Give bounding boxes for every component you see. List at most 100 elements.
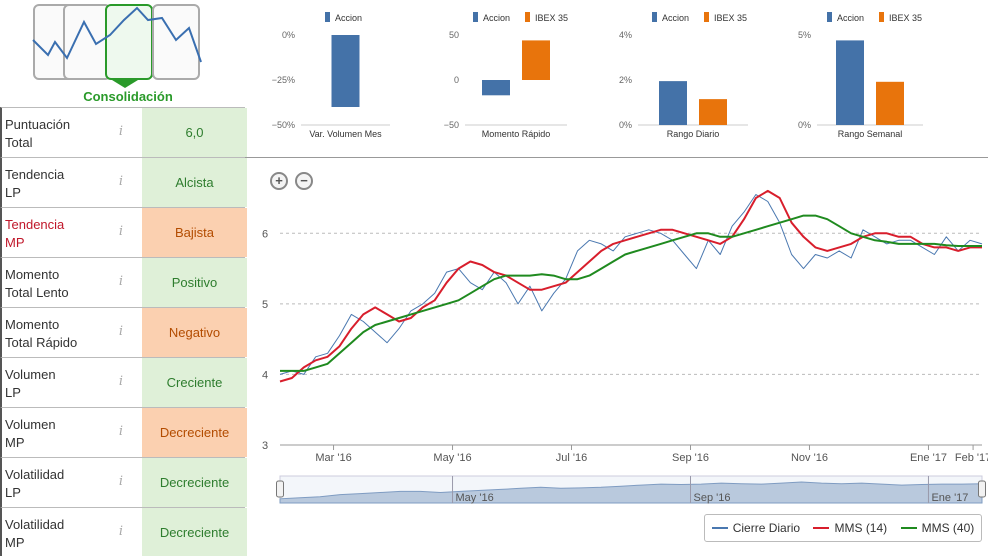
info-icon[interactable]: i: [118, 174, 124, 189]
mini-legend-label[interactable]: Accion: [483, 13, 510, 23]
navigator-area: [279, 481, 983, 504]
mini-tick-label: 0%: [798, 120, 811, 130]
x-tick-label: Nov '16: [791, 452, 828, 464]
score-label: Puntuación Total: [5, 117, 71, 150]
mini-bar-ibex[interactable]: [876, 81, 904, 125]
x-tick-label: Mar '16: [315, 452, 351, 464]
y-tick-label: 5: [262, 299, 268, 311]
mini-bar-accion[interactable]: [836, 40, 864, 125]
phase-card-2[interactable]: [63, 4, 111, 80]
series-mms40[interactable]: [280, 214, 982, 372]
mini-tick-label: −25%: [272, 75, 295, 85]
phase-card-4[interactable]: [152, 4, 200, 80]
mini-chart-title: Rango Diario: [667, 129, 720, 139]
score-label: Volumen LP: [5, 367, 56, 400]
mini-legend-swatch: [473, 12, 478, 22]
legend-swatch-mms14: [813, 527, 830, 529]
info-icon[interactable]: i: [118, 374, 124, 389]
info-icon[interactable]: i: [118, 524, 124, 539]
mini-chart-rango-semanal: 5% 0% Accion IBEX 35 Rango Semanal: [775, 0, 955, 157]
mini-bar-accion[interactable]: [659, 81, 687, 125]
mini-chart-title: Momento Rápido: [482, 129, 551, 139]
score-row: Volatilidad MP i Decreciente: [0, 507, 247, 556]
score-label: Volatilidad LP: [5, 467, 65, 500]
score-row: Volumen LP i Creciente: [0, 357, 247, 407]
series-mms14[interactable]: [279, 189, 982, 383]
score-label: Volatilidad MP: [5, 517, 65, 550]
x-tick-label: Ene '17: [910, 452, 947, 464]
score-value: Decreciente: [142, 458, 247, 507]
mini-chart-title: Var. Volumen Mes: [309, 129, 382, 139]
info-icon[interactable]: i: [118, 474, 124, 489]
score-label: Momento Total Rápido: [5, 317, 78, 350]
score-value: 6,0: [142, 108, 247, 157]
mini-legend-label[interactable]: Accion: [335, 13, 362, 23]
score-row: Momento Total Rápido i Negativo: [0, 307, 247, 357]
mini-legend-swatch: [879, 12, 884, 22]
navigator-label: Sep '16: [693, 492, 730, 504]
info-icon[interactable]: i: [118, 274, 124, 289]
zoom-in-button[interactable]: +: [270, 172, 288, 190]
price-chart[interactable]: 6 5 4 3 Mar '16 May '16 Jul '16 Sep '16 Nov '16 E…: [245, 158, 988, 556]
mini-legend-swatch: [827, 12, 832, 22]
score-value: Creciente: [142, 358, 247, 407]
score-value: Decreciente: [142, 408, 247, 457]
navigator-right-handle[interactable]: [978, 480, 986, 498]
y-tick-label: 3: [262, 440, 268, 452]
market-phase-selector: Consolidación: [0, 0, 245, 106]
score-row: Tendencia MP i Bajista: [0, 207, 247, 257]
mini-legend-swatch: [525, 12, 530, 22]
mini-chart-momento-rapido: 50 0 −50 Accion IBEX 35 Momento Rápido: [425, 0, 605, 157]
zoom-in-icon: +: [275, 173, 283, 188]
score-label: Volumen MP: [5, 417, 56, 450]
mini-legend-swatch: [325, 12, 330, 22]
mini-legend-swatch: [652, 12, 657, 22]
mini-legend-label[interactable]: IBEX 35: [889, 13, 922, 23]
mini-legend-label[interactable]: IBEX 35: [535, 13, 568, 23]
mini-legend-label[interactable]: IBEX 35: [714, 13, 747, 23]
mini-chart-rango-diario: 4% 2% 0% Accion IBEX 35 Rango Diario: [600, 0, 780, 157]
x-tick-label: Jul '16: [556, 452, 587, 464]
phase-sparkline-line: [32, 6, 202, 63]
legend-item-mms40[interactable]: MMS (40): [900, 521, 974, 535]
y-tick-label: 6: [262, 228, 268, 240]
y-tick-label: 4: [262, 369, 268, 381]
legend-label-mms14: MMS (14): [834, 521, 888, 535]
score-row: Momento Total Lento i Positivo: [0, 257, 247, 307]
x-tick-label: Feb '17: [955, 452, 988, 464]
mini-bar-accion[interactable]: [331, 35, 360, 107]
legend-swatch-mms40: [900, 527, 917, 529]
chart-legend: Cierre Diario MMS (14) MMS (40): [704, 514, 982, 542]
info-icon[interactable]: i: [118, 324, 124, 339]
mini-tick-label: 50: [449, 30, 459, 40]
score-value: Negativo: [142, 308, 247, 357]
mini-chart-var-volumen: 0% −25% −50% Accion Var. Volumen Mes: [245, 0, 430, 157]
mini-bar-ibex[interactable]: [699, 99, 727, 125]
mini-tick-label: 0%: [282, 30, 295, 40]
legend-label-cierre: Cierre Diario: [732, 521, 801, 535]
mini-legend-swatch: [704, 12, 709, 22]
series-cierre-diario[interactable]: [279, 194, 983, 375]
info-icon[interactable]: i: [118, 124, 124, 139]
navigator-left-handle[interactable]: [276, 480, 284, 498]
navigator-label: May '16: [456, 492, 494, 504]
zoom-out-button[interactable]: −: [295, 172, 313, 190]
score-label: Momento Total Lento: [5, 267, 69, 300]
score-value: Positivo: [142, 258, 247, 307]
info-icon[interactable]: i: [118, 424, 124, 439]
mini-bar-accion[interactable]: [482, 80, 510, 96]
mini-tick-label: 0: [454, 75, 459, 85]
phase-sparkline: [32, 6, 202, 88]
mini-chart-title: Rango Semanal: [838, 129, 903, 139]
section-divider: [245, 157, 988, 158]
mini-legend-label[interactable]: Accion: [662, 13, 689, 23]
legend-item-mms14[interactable]: MMS (14): [813, 521, 887, 535]
legend-item-cierre[interactable]: Cierre Diario: [711, 521, 801, 535]
mini-legend-label[interactable]: Accion: [837, 13, 864, 23]
mini-bar-ibex[interactable]: [522, 40, 550, 80]
info-icon[interactable]: i: [118, 224, 124, 239]
phase-pointer-icon: [112, 80, 138, 88]
score-label: Tendencia LP: [5, 167, 65, 200]
score-row: Volatilidad LP i Decreciente: [0, 457, 247, 507]
